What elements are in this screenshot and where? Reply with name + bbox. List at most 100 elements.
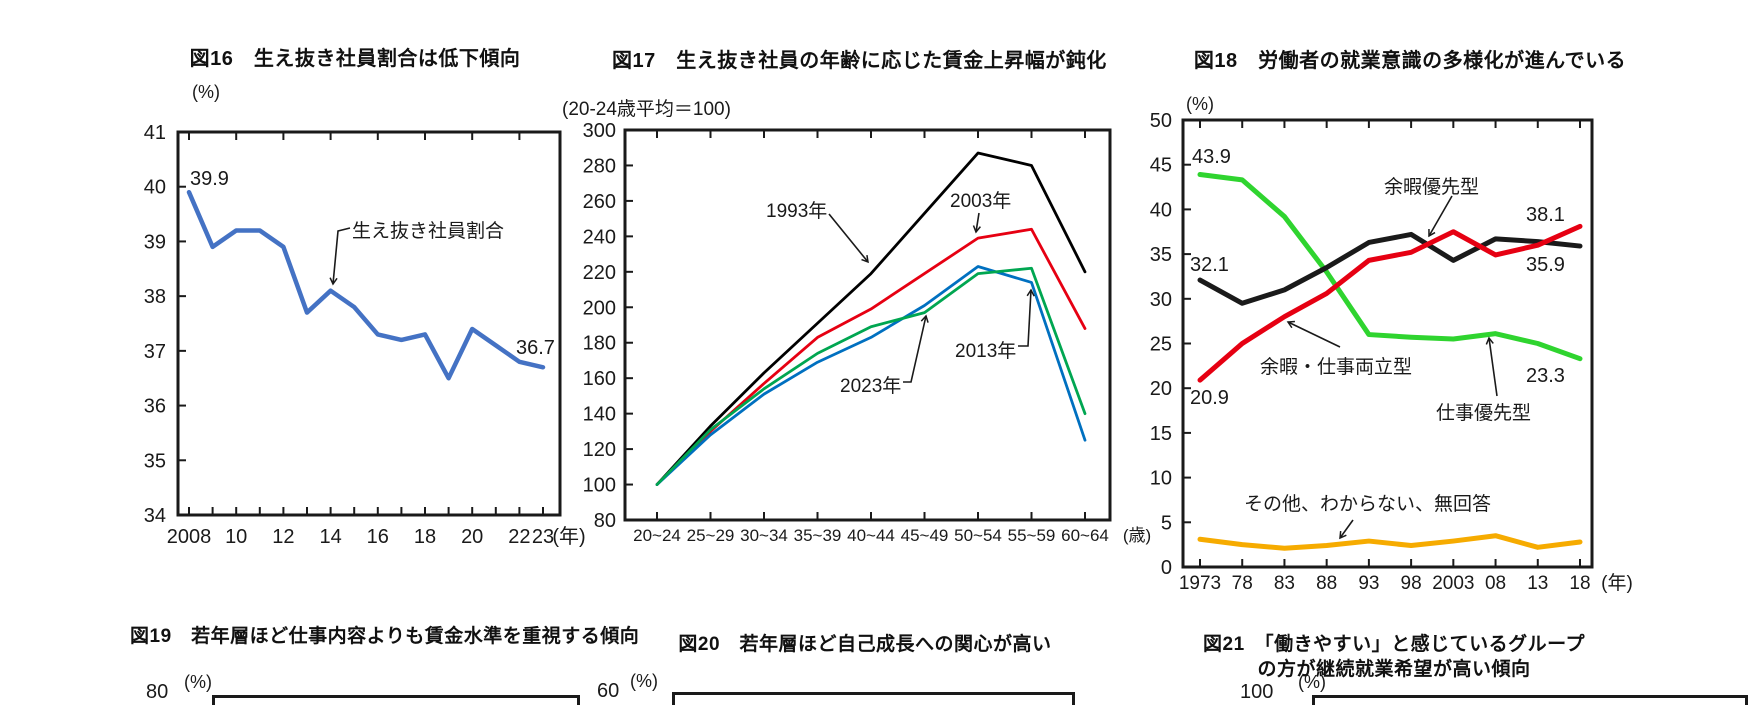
- fig18-x-tick-label: 1973: [1179, 573, 1221, 594]
- fig17-x-axis-suffix: (歳): [1123, 526, 1151, 545]
- fig18-series-line: [1197, 533, 1583, 551]
- fig17-x-tick-label: 40~44: [847, 526, 895, 545]
- fig17-x-tick-label: 25~29: [687, 526, 735, 545]
- fig17-x-tick-label: 60~64: [1061, 526, 1109, 545]
- fig18-y-tick-label: 20: [1150, 378, 1172, 400]
- fig16-plot-box: [176, 130, 562, 517]
- fig17-y-tick-label: 120: [583, 439, 616, 461]
- fig20-y-unit-label: (%): [630, 671, 658, 691]
- fig17-y-tick-label: 160: [583, 368, 616, 390]
- fig17-x-tick-label: 50~54: [954, 526, 1002, 545]
- fig17-y-tick-label: 300: [583, 120, 616, 142]
- fig18-series-line: [1197, 231, 1583, 306]
- fig18-y-tick-label: 10: [1150, 468, 1172, 490]
- fig16-y-tick-label: 37: [144, 341, 166, 363]
- fig16-y-tick-label: 39: [144, 231, 166, 253]
- fig21-title-line2: の方が継続就業希望が高い傾向: [1257, 659, 1531, 680]
- fig16-series-label: 生え抜き社員割合: [352, 221, 505, 242]
- fig18-y-tick-label: 50: [1150, 110, 1172, 132]
- fig17-y-tick-label: 240: [583, 226, 616, 248]
- fig18-y-tick-label: 25: [1150, 334, 1172, 356]
- fig17-series-2013-label: 2013年: [955, 341, 1017, 362]
- fig18-x-tick-label: 88: [1316, 573, 1337, 594]
- fig17-series-1993-label: 1993年: [766, 201, 828, 222]
- fig17-y-tick-label: 220: [583, 262, 616, 284]
- fig17-series-line: [655, 266, 1087, 486]
- fig16-x-tick-label: 23: [532, 526, 554, 548]
- fig16-x-tick-label: 2008: [167, 526, 212, 548]
- fig18-shigoto-arrow: [1485, 336, 1498, 397]
- fig17-index-base-label: (20-24歳平均＝100): [562, 99, 731, 120]
- fig16-first-value-label: 39.9: [190, 168, 229, 190]
- fig19-y-unit-label: (%): [184, 672, 212, 692]
- fig17-series-2023-label: 2023年: [840, 376, 902, 397]
- fig16-x-tick-label: 12: [272, 526, 294, 548]
- fig18-yoka-arrow: [1428, 195, 1453, 238]
- fig16-series-line: [186, 189, 546, 381]
- fig17-y-tick-label: 180: [583, 333, 616, 355]
- fig17-x-tick-label: 20~24: [633, 526, 681, 545]
- fig18-yoka-label: 余暇優先型: [1384, 177, 1480, 198]
- fig17-series-line: [655, 265, 1087, 486]
- fig20-title: 図20 若年層ほど自己成長への関心が高い: [678, 634, 1052, 655]
- fig21-plot-box: [1312, 695, 1748, 705]
- fig18-title: 図18 労働者の就業意識の多様化が進んでいる: [1193, 50, 1627, 72]
- fig21-y-unit-label: (%): [1298, 672, 1326, 692]
- annotation-arrows: [329, 195, 1498, 540]
- fig16-x-axis-suffix: (年): [552, 525, 585, 548]
- fig18-shigoto-label: 仕事優先型: [1436, 403, 1532, 424]
- fig17-plot-box: [623, 128, 1112, 522]
- fig20-y-top-label: 60: [597, 680, 620, 702]
- fig18-sonota-arrow: [1339, 519, 1354, 540]
- fig16-y-unit-label: (%): [192, 82, 220, 102]
- fig18-y-tick-label: 35: [1150, 244, 1172, 266]
- fig18-y-tick-label: 30: [1150, 289, 1172, 311]
- fig17-y-tick-label: 100: [583, 475, 616, 497]
- fig18-y-tick-label: 45: [1150, 155, 1172, 177]
- fig17-y-tick-label: 260: [583, 191, 616, 213]
- fig18-y-tick-label: 40: [1150, 199, 1172, 221]
- fig16-last-value-label: 36.7: [516, 337, 555, 359]
- fig16-title: 図16 生え抜き社員割合は低下傾向: [189, 48, 521, 70]
- fig18-x-tick-label: 2003: [1432, 573, 1474, 594]
- fig16-y-tick-label: 41: [144, 122, 166, 144]
- fig17-series-2003-label: 2003年: [950, 191, 1012, 212]
- fig18-x-tick-label: 18: [1569, 573, 1590, 594]
- fig18-x-tick-label: 98: [1401, 573, 1422, 594]
- fig17-2013-arrow: [1018, 288, 1035, 347]
- fig18-black-end-label: 35.9: [1526, 254, 1565, 276]
- fig16-y-tick-label: 38: [144, 286, 166, 308]
- fig17-x-tick-label: 35~39: [794, 526, 842, 545]
- fig18-x-tick-label: 13: [1527, 573, 1548, 594]
- fig17-x-tick-label: 45~49: [901, 526, 949, 545]
- fig18-x-tick-label: 08: [1485, 573, 1506, 594]
- fig16-y-tick-label: 36: [144, 396, 166, 418]
- fig17-1993-arrow: [828, 213, 869, 264]
- fig20-inner-header: 自主的に能力開発を行った割合: [675, 701, 1072, 705]
- fig18-x-tick-label: 93: [1358, 573, 1379, 594]
- fig17-y-tick-label: 200: [583, 297, 616, 319]
- fig17-2003-arrow: [972, 212, 981, 234]
- fig19-plot-box: [212, 695, 580, 705]
- fig18-y-unit-label: (%): [1186, 94, 1214, 114]
- fig18-y-tick-label: 5: [1161, 512, 1172, 534]
- fig16-y-tick-label: 35: [144, 450, 166, 472]
- fig17-y-tick-label: 80: [594, 510, 616, 532]
- fig16-x-tick-label: 20: [461, 526, 483, 548]
- fig18-series-line: [1197, 172, 1583, 362]
- fig17-x-tick-label: 30~34: [740, 526, 788, 545]
- fig16-x-tick-label: 10: [225, 526, 247, 548]
- fig18-ryoritsu-label: 余暇・仕事両立型: [1260, 357, 1413, 378]
- fig17-series-line: [655, 151, 1087, 486]
- fig21-y-top-label: 100: [1240, 681, 1274, 703]
- fig16-x-tick-label: 14: [319, 526, 341, 548]
- fig16-x-tick-label: 16: [367, 526, 389, 548]
- fig18-x-tick-label: 83: [1274, 573, 1295, 594]
- fig17-2023-arrow: [903, 314, 929, 383]
- fig20-plot-box: 自主的に能力開発を行った割合: [672, 692, 1075, 705]
- fig19-title: 図19 若年層ほど仕事内容よりも賃金水準を重視する傾向: [130, 626, 640, 647]
- fig18-ryoritsu-arrow: [1286, 320, 1341, 348]
- fig18-green-end-label: 23.3: [1526, 365, 1565, 387]
